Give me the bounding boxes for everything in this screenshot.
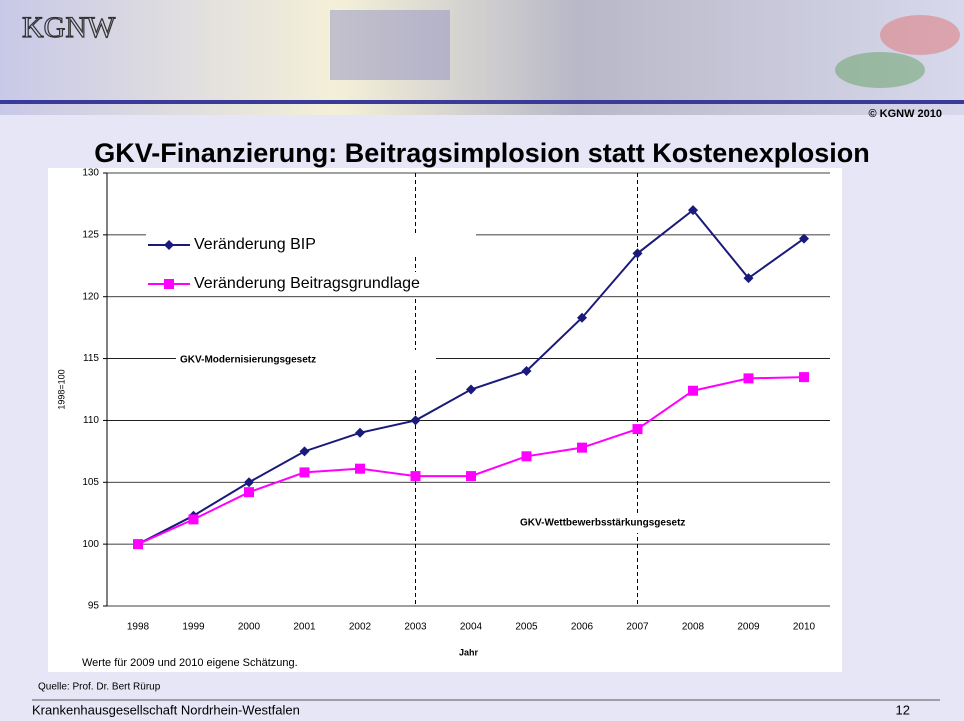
x-tick-label: 2005 bbox=[515, 622, 538, 633]
header-stripe bbox=[0, 100, 964, 104]
copyright: © KGNW 2010 bbox=[868, 108, 942, 120]
x-tick-label: 2002 bbox=[349, 622, 372, 633]
header-decoration bbox=[835, 52, 925, 88]
point bbox=[299, 467, 310, 478]
header-banner bbox=[0, 0, 964, 115]
x-tick-label: 2003 bbox=[404, 622, 427, 633]
point bbox=[688, 385, 698, 396]
y-tick-label: 95 bbox=[88, 601, 100, 612]
legend-label: Veränderung BIP bbox=[194, 236, 316, 253]
footer-organization: Krankenhausgesellschaft Nordrhein-Westfa… bbox=[32, 702, 300, 717]
x-tick-label: 1999 bbox=[182, 622, 205, 633]
x-tick-label: 2006 bbox=[571, 622, 594, 633]
point bbox=[466, 471, 476, 482]
point bbox=[410, 471, 421, 482]
y-tick-label: 110 bbox=[83, 415, 99, 426]
x-tick-label: 2004 bbox=[460, 622, 483, 633]
point bbox=[632, 424, 643, 435]
x-tick-label: 2008 bbox=[682, 622, 705, 633]
x-tick-label: 2009 bbox=[737, 622, 760, 633]
y-tick-label: 120 bbox=[82, 291, 99, 302]
point bbox=[743, 273, 754, 284]
header-decoration bbox=[330, 10, 450, 80]
y-tick-label: 130 bbox=[82, 168, 99, 179]
point bbox=[355, 463, 365, 474]
x-tick-label: 2000 bbox=[238, 622, 261, 633]
annotation-label: GKV-Wettbewerbsstärkungsgesetz bbox=[520, 518, 685, 529]
y-axis-label: 1998=100 bbox=[56, 369, 66, 409]
y-tick-label: 115 bbox=[83, 353, 99, 364]
x-tick-label: 2010 bbox=[793, 622, 816, 633]
annotation-bg bbox=[176, 350, 436, 370]
legend-bg bbox=[146, 272, 476, 296]
point bbox=[743, 373, 754, 384]
x-tick-label: 2007 bbox=[626, 622, 649, 633]
point bbox=[188, 514, 199, 525]
point bbox=[688, 205, 698, 216]
y-tick-label: 100 bbox=[82, 539, 99, 550]
source: Quelle: Prof. Dr. Bert Rürup bbox=[38, 682, 161, 693]
point bbox=[466, 384, 476, 395]
point bbox=[410, 415, 421, 426]
header-decoration bbox=[880, 15, 960, 55]
point bbox=[299, 446, 310, 457]
slide-title: GKV-Finanzierung: Beitragsimplosion stat… bbox=[94, 138, 870, 168]
point bbox=[244, 487, 254, 498]
x-axis-label: Jahr bbox=[459, 647, 479, 657]
point bbox=[577, 312, 587, 323]
point bbox=[164, 279, 174, 289]
x-tick-label: 1998 bbox=[127, 622, 150, 633]
plot: 95 100 105 110 115 120 125 130 1998 1999 2000 2001 2… bbox=[56, 168, 830, 669]
logo: KGNW bbox=[22, 11, 116, 44]
legend-label: Veränderung Beitragsgrundlage bbox=[194, 275, 420, 292]
annotation-bg bbox=[516, 513, 776, 533]
chart-note: Werte für 2009 und 2010 eigene Schätzung… bbox=[82, 657, 298, 669]
point bbox=[799, 372, 809, 383]
point bbox=[521, 365, 532, 376]
point bbox=[244, 477, 254, 488]
point bbox=[799, 233, 809, 244]
x-tick-label: 2001 bbox=[293, 622, 316, 633]
point bbox=[521, 451, 532, 462]
y-tick-label: 105 bbox=[82, 477, 99, 488]
point bbox=[355, 427, 365, 438]
annotation-label: GKV-Modernisierungsgesetz bbox=[180, 355, 316, 366]
legend-bg bbox=[146, 233, 476, 257]
point bbox=[632, 248, 643, 259]
point bbox=[133, 539, 143, 550]
page-number: 12 bbox=[896, 702, 910, 717]
point bbox=[577, 442, 587, 453]
y-tick-label: 125 bbox=[82, 229, 99, 240]
point bbox=[164, 240, 174, 250]
